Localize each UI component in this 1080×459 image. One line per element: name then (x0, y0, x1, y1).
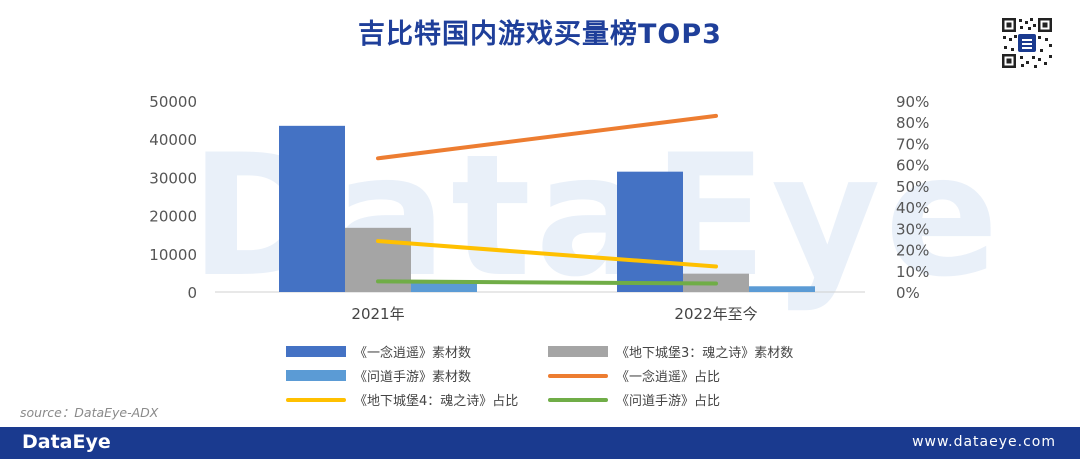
bar (749, 286, 815, 292)
line-series (376, 113, 718, 161)
legend-item: 《一念逍遥》素材数 (286, 342, 471, 361)
y-left-tick-label: 50000 (149, 93, 197, 111)
y-left-tick-label: 20000 (149, 208, 197, 226)
legend-item: 《地下城堡3：魂之诗》素材数 (548, 342, 793, 361)
y-right-tick-label: 10% (896, 263, 929, 281)
line-series (376, 239, 718, 269)
x-tick-label: 2022年至今 (674, 305, 757, 323)
y-right-tick-label: 70% (896, 135, 929, 153)
y-right-tick-label: 80% (896, 114, 929, 132)
y-left-tick-label: 40000 (149, 131, 197, 149)
legend-item: 《一念逍遥》占比 (548, 366, 720, 385)
legend-label: 《一念逍遥》素材数 (354, 346, 472, 361)
legend-swatch (286, 346, 346, 357)
legend-swatch (548, 373, 608, 378)
y-left-tick-label: 10000 (149, 246, 197, 264)
legend-swatch (286, 370, 346, 381)
legend-label: 《地下城堡3：魂之诗》素材数 (616, 346, 794, 361)
line-series (376, 279, 718, 286)
y-right-tick-label: 50% (896, 178, 929, 196)
legend-item: 《问道手游》素材数 (286, 366, 471, 385)
y-right-tick-label: 40% (896, 199, 929, 217)
legend-label: 《问道手游》占比 (616, 394, 721, 409)
footer-logo: DataEye (22, 431, 111, 453)
combo-chart: 0 10000 20000 30000 40000 50000 0% 10% 20% 30% 40%… (149, 93, 929, 323)
y-right-tick-label: 90% (896, 93, 929, 111)
legend-item: 《问道手游》占比 (548, 390, 720, 409)
source-note: source：DataEye-ADX (20, 405, 159, 420)
chart-title: 吉比特国内游戏买量榜TOP3 (358, 19, 722, 50)
y-left-tick-label: 30000 (149, 169, 197, 187)
x-tick-label: 2021年 (351, 305, 404, 323)
legend-swatch (548, 397, 608, 402)
legend-swatch (548, 346, 608, 357)
legend-swatch (286, 397, 346, 402)
legend-label: 《地下城堡4：魂之诗》占比 (354, 394, 519, 409)
y-left-tick-label: 0 (187, 284, 197, 302)
legend-item: 《地下城堡4：魂之诗》占比 (286, 390, 518, 409)
qr-code-icon (1000, 16, 1054, 70)
y-right-tick-label: 20% (896, 242, 929, 260)
footer-url: www.dataeye.com (912, 434, 1056, 450)
legend-label: 《一念逍遥》占比 (616, 370, 721, 385)
legend-label: 《问道手游》素材数 (354, 370, 472, 385)
y-right-tick-label: 30% (896, 220, 929, 238)
footer-bar: DataEye www.dataeye.com (0, 427, 1080, 459)
bar (279, 125, 345, 292)
y-right-tick-label: 60% (896, 157, 929, 175)
bar (617, 171, 683, 292)
y-right-tick-label: 0% (896, 284, 920, 302)
bar (411, 282, 477, 292)
